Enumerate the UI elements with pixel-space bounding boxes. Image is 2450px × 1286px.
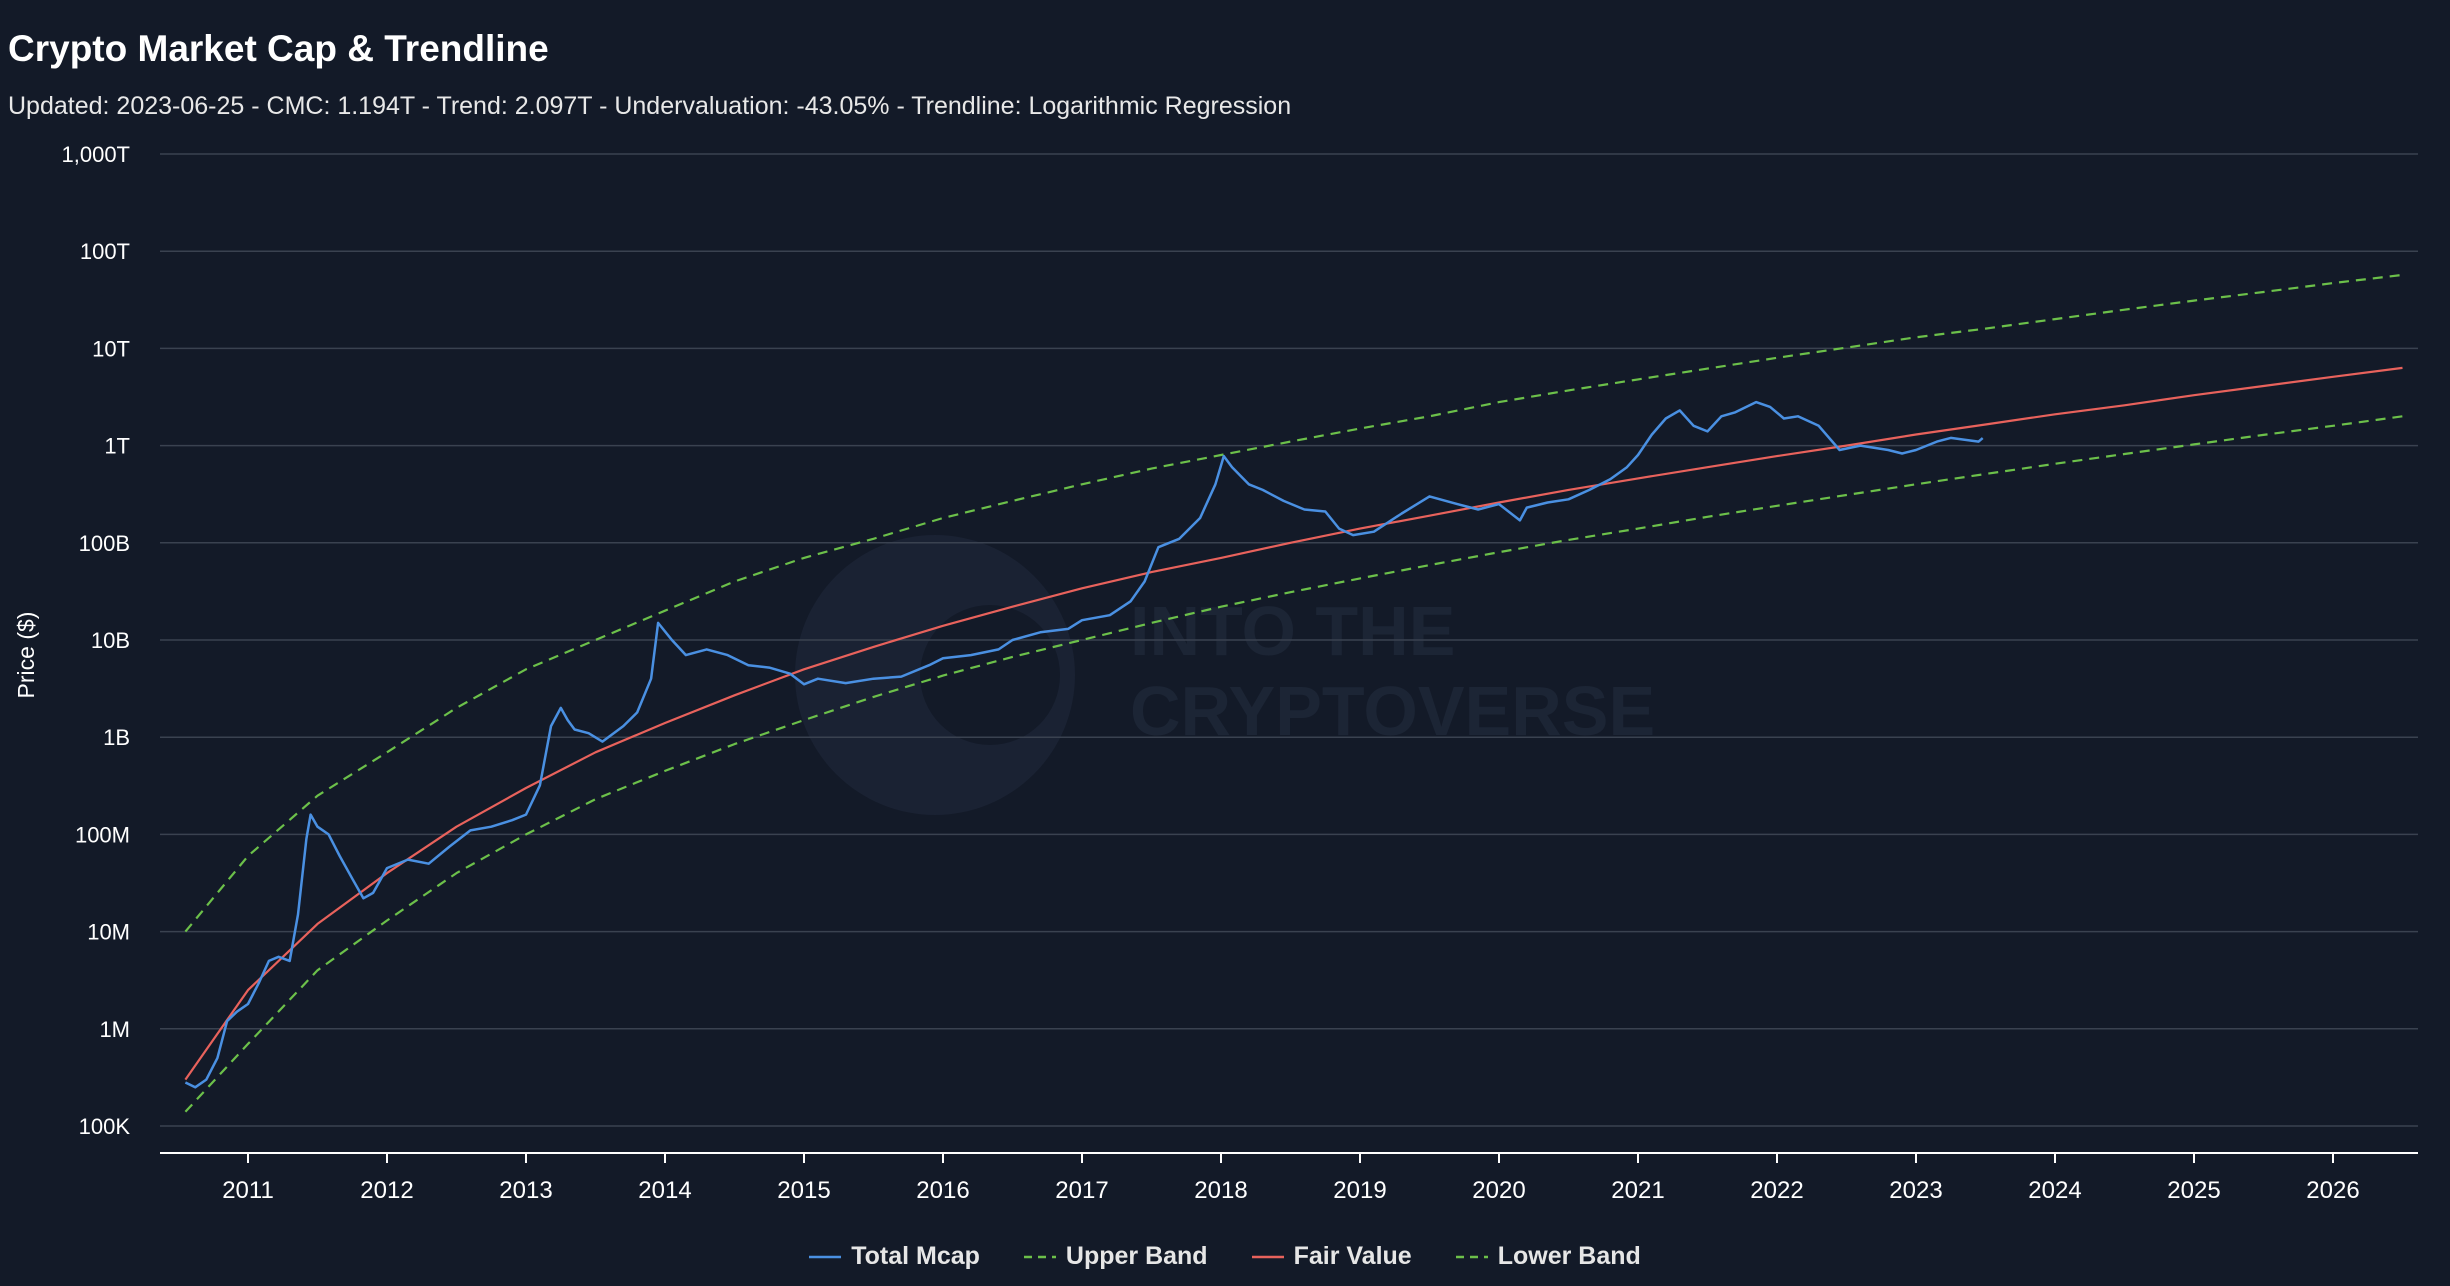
x-tick-label: 2023 — [1889, 1177, 1942, 1204]
chart-title: Crypto Market Cap & Trendline — [8, 28, 549, 69]
legend-swatch — [1251, 1255, 1284, 1258]
x-tick-label: 2026 — [2306, 1177, 2359, 1204]
legend-item-total-mcap[interactable]: Total Mcap — [809, 1242, 980, 1271]
legend-label: Total Mcap — [851, 1242, 980, 1270]
x-tick-label: 2025 — [2167, 1177, 2220, 1204]
y-tick-label: 100M — [75, 822, 130, 847]
y-tick-label: 1M — [99, 1017, 130, 1042]
x-tick-label: 2011 — [222, 1177, 274, 1204]
x-tick-label: 2019 — [1333, 1177, 1386, 1204]
x-tick-label: 2022 — [1750, 1177, 1803, 1204]
legend-item-lower-band[interactable]: Lower Band — [1455, 1242, 1641, 1271]
y-tick-label: 1,000T — [62, 142, 131, 167]
legend-label: Lower Band — [1497, 1242, 1641, 1270]
legend-item-upper-band[interactable]: Upper Band — [1023, 1242, 1208, 1271]
x-tick-label: 2017 — [1055, 1177, 1108, 1204]
x-tick-label: 2014 — [638, 1177, 691, 1204]
legend-label: Fair Value — [1293, 1242, 1412, 1270]
x-tick-label: 2016 — [916, 1177, 969, 1204]
x-tick-label: 2013 — [499, 1177, 552, 1204]
watermark-line1: INTO THE — [1130, 592, 1455, 670]
y-tick-label: 1T — [104, 434, 130, 459]
y-tick-label: 100K — [79, 1114, 131, 1139]
y-tick-label: 10M — [87, 920, 130, 945]
y-tick-label: 10T — [92, 336, 130, 361]
upper-band-line — [184, 273, 2403, 933]
legend-label: Upper Band — [1065, 1242, 1208, 1270]
legend-swatch — [809, 1255, 842, 1258]
series-lines — [184, 273, 2403, 1113]
x-tick-label: 2018 — [1194, 1177, 1247, 1204]
x-tick-label: 2015 — [777, 1177, 830, 1204]
watermark-line2: CRYPTOVERSE — [1130, 672, 1655, 750]
y-tick-label: 100T — [80, 239, 130, 264]
x-tick-label: 2020 — [1472, 1177, 1525, 1204]
legend-swatch — [1023, 1255, 1056, 1258]
y-axis-label: Price ($) — [13, 612, 39, 699]
axes: 100K 1M 10M 100M 1B 10B 100B 1T 10T 100T 1,000T Pri… — [13, 142, 2418, 1204]
total-mcap-line — [184, 400, 1984, 1089]
y-tick-label: 10B — [91, 628, 130, 653]
y-tick-label: 100B — [79, 531, 130, 556]
x-tick-label: 2012 — [360, 1177, 413, 1204]
lower-band-line — [184, 415, 2403, 1113]
y-tick-label: 1B — [103, 725, 130, 750]
grid-lines — [160, 153, 2418, 1127]
x-tick-label: 2021 — [1611, 1177, 1664, 1204]
chart-subtitle: Updated: 2023-06-25 - CMC: 1.194T - Tren… — [8, 92, 1292, 120]
legend-item-fair-value[interactable]: Fair Value — [1251, 1242, 1412, 1271]
legend: Total Mcap Upper Band Fair Value Lower Band — [0, 1242, 2450, 1271]
legend-swatch — [1455, 1255, 1488, 1258]
fair-value-line — [184, 366, 2403, 1081]
x-tick-label: 2024 — [2028, 1177, 2081, 1204]
